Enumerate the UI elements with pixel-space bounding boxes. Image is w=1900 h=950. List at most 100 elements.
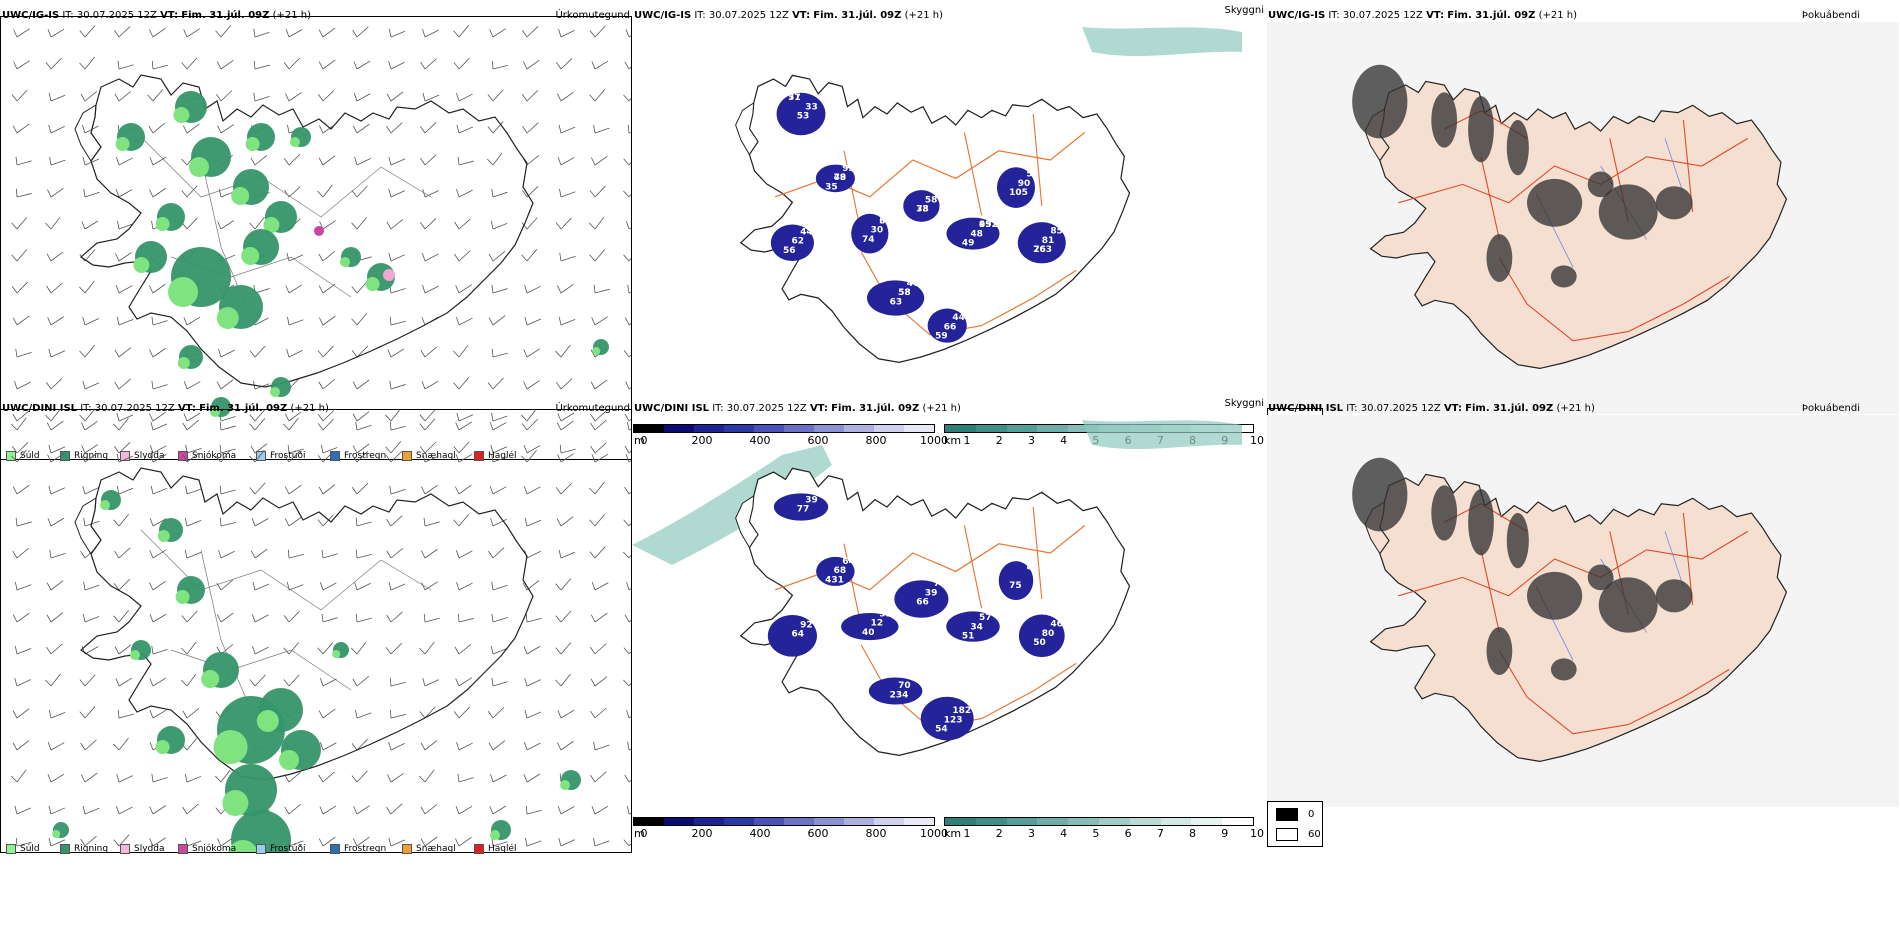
- legend-label: Súld: [20, 451, 40, 461]
- fog-area: [1598, 577, 1658, 633]
- colorbar-tick: 3: [1027, 434, 1035, 447]
- wind-barbs: [11, 25, 631, 454]
- drizzle-cell: [130, 650, 140, 660]
- forecast-row: UWC/IG-IS IT: 30.07.2025 12Z VT: Fim. 31…: [0, 0, 1900, 476]
- visibility-ticks: 1 2 3 4 5 6 7 8 9 10: [964, 827, 1265, 841]
- colorbar-step: [945, 818, 976, 825]
- cloud-base-label: 57: [979, 613, 992, 623]
- cloud-base-label: 92: [800, 621, 813, 631]
- legend-label: Frostúði: [270, 844, 306, 854]
- colorbar-step: [1068, 425, 1099, 432]
- cloud-base-label: 70: [898, 681, 911, 691]
- cloud-base-label: 34: [970, 622, 983, 632]
- drizzle-cell: [340, 257, 350, 267]
- legend-label: Frostregn: [344, 844, 387, 854]
- precip-legend-item: Slydda: [120, 844, 178, 854]
- precip-type-panel: UWC/IG-IS IT: 30.07.2025 12Z VT: Fim. 31…: [0, 0, 632, 476]
- cloud-base-label: 77: [797, 505, 810, 515]
- colorbar-step: [844, 425, 874, 432]
- precip-map[interactable]: [0, 409, 632, 853]
- cloud-base-label: 123: [944, 715, 963, 725]
- fog-area: [1598, 184, 1658, 240]
- drizzle-cell: [241, 247, 260, 265]
- legend-label: Haglél: [488, 451, 517, 461]
- panel-name: Þokuábendi: [1801, 403, 1860, 414]
- cloud-base-unit: m: [634, 434, 645, 447]
- precip-svg: [11, 25, 631, 454]
- visibility-map[interactable]: 57 68 55 66 57 50 70 54 64 84 77 64 40 39 51 80 75 123 92 7…: [632, 415, 1264, 825]
- legend-swatch: [402, 844, 412, 854]
- fog-map[interactable]: [1267, 415, 1899, 807]
- drizzle-cell: [560, 780, 570, 790]
- fog-area: [1352, 457, 1408, 532]
- cloud-base-label: 50: [1033, 638, 1046, 648]
- colorbar-step: [724, 425, 754, 432]
- fog-area: [1587, 171, 1614, 198]
- colorbar-tick: 2: [995, 434, 1003, 447]
- cloud-base-label: 234: [890, 690, 909, 700]
- cloud-base-label: 54: [935, 724, 948, 734]
- colorbar-step: [1129, 818, 1161, 825]
- cloud-base-label: 53: [797, 112, 810, 122]
- cloud-base-label: 55: [879, 609, 892, 619]
- colorbar-tick: 5: [1092, 827, 1100, 840]
- cloud-base-label: 73: [916, 205, 929, 215]
- panel-title: UWC/DINI ISL IT: 30.07.2025 12Z VT: Fim.…: [634, 403, 961, 414]
- cloud-base-label: 62: [792, 237, 805, 247]
- low-cloud: [903, 190, 940, 222]
- fog-panel: UWC/IG-IS IT: 30.07.2025 12Z VT: Fim. 31…: [1264, 0, 1900, 476]
- precip-type-panel: UWC/DINI ISL IT: 30.07.2025 12Z VT: Fim.…: [0, 393, 632, 869]
- drizzle-cell: [332, 650, 341, 658]
- cloud-base-label: 46: [1050, 620, 1063, 630]
- precip-svg: [10, 417, 631, 852]
- drizzle-cell: [168, 277, 198, 307]
- drizzle-cell: [592, 347, 601, 355]
- cloud-base-label: 81: [1042, 236, 1055, 246]
- fog-area: [1527, 178, 1583, 227]
- legend-swatch: [178, 451, 188, 461]
- drizzle-cell: [222, 790, 249, 816]
- drizzle-cell: [155, 217, 170, 231]
- precip-map[interactable]: [0, 16, 632, 460]
- cloud-base-label: 44: [800, 228, 813, 238]
- cloud-base-label: 90: [1018, 179, 1031, 189]
- drizzle-cell: [177, 357, 190, 369]
- low-cloud: [927, 308, 967, 343]
- fog-area: [1352, 64, 1408, 139]
- panel-name: Úrkomutegund: [555, 403, 630, 414]
- legend-label: Súld: [20, 844, 40, 854]
- cloud-base-label: 76: [1033, 245, 1046, 255]
- legend-swatch: [474, 844, 484, 854]
- cloud-base-label: 80: [1042, 629, 1055, 639]
- cloud-base-label: 57: [788, 486, 801, 496]
- colorbar-tick: 4: [1060, 434, 1068, 447]
- legend-label: Snjókoma: [192, 451, 237, 461]
- visibility-map[interactable]: 77 49 66 73 45 76 58 59 62 52 53 93 74 58 49 81 40 66 44 10…: [632, 22, 1264, 432]
- drizzle-cell: [133, 257, 150, 273]
- colorbar-step: [1037, 425, 1069, 432]
- cloud-base-label: 39: [805, 495, 818, 505]
- low-cloud: [816, 556, 855, 586]
- cloud-base-label: 105: [1009, 188, 1028, 198]
- drizzle-cell: [365, 277, 380, 291]
- colorbar-tick: 1000: [920, 827, 948, 840]
- colorbar-tick: 400: [749, 434, 771, 447]
- legend-swatch: [6, 844, 16, 854]
- colorbar-step: [694, 818, 724, 825]
- cloud-base-label: 74: [862, 235, 875, 245]
- drizzle-cell: [270, 387, 280, 397]
- colorbar-tick: 600: [807, 434, 829, 447]
- fog-panel: UWC/DINI ISL IT: 30.07.2025 12Z VT: Fim.…: [1264, 393, 1900, 869]
- legend-swatch: [330, 451, 340, 461]
- fog-map[interactable]: [1267, 22, 1899, 414]
- fog-legend-swatch-high: [1276, 828, 1298, 841]
- fog-area: [1655, 186, 1693, 220]
- low-cloud: [767, 614, 817, 657]
- cloud-base-label: 66: [916, 598, 929, 608]
- colorbar-step: [1068, 818, 1099, 825]
- drizzle-cell: [175, 590, 190, 604]
- cloud-base-label: 93: [842, 164, 855, 174]
- legend-label: Slydda: [134, 844, 165, 854]
- colorbar-tick: 200: [691, 434, 713, 447]
- cloud-base-label: 40: [907, 279, 920, 289]
